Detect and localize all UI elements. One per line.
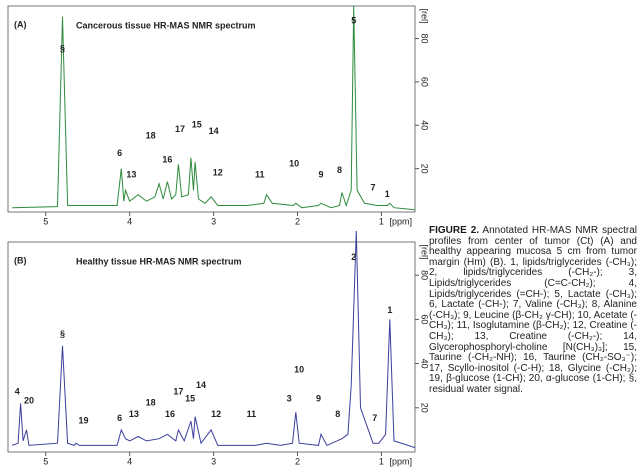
- caption-label: FIGURE 2.: [429, 225, 480, 236]
- y-tick-label: 40: [420, 359, 430, 369]
- peak-label: 16: [165, 409, 175, 419]
- peak-label: 14: [209, 126, 219, 136]
- peak-label: 3: [287, 393, 292, 403]
- peak-label: 15: [185, 393, 195, 403]
- spectrum: [12, 5, 416, 211]
- x-tick-label: 2: [295, 216, 300, 226]
- panel-title: Healthy tissue HR-MAS NMR spectrum: [76, 256, 242, 266]
- x-tick-label: 5: [43, 216, 48, 226]
- y-tick-label: 20: [420, 164, 430, 174]
- panel-title: Cancerous tissue HR-MAS NMR spectrum: [76, 20, 256, 30]
- x-tick-label: 3: [211, 456, 216, 466]
- y-tick-label: 60: [420, 77, 430, 87]
- peak-label: 10: [289, 159, 299, 169]
- x-tick-label: 1: [379, 456, 384, 466]
- y-tick-label: 80: [420, 270, 430, 280]
- x-tick-label: 1: [379, 216, 384, 226]
- y-tick-label: 40: [420, 120, 430, 130]
- x-tick-label: 3: [211, 216, 216, 226]
- peak-label: 8: [337, 165, 342, 175]
- peak-label: 18: [146, 398, 156, 408]
- peak-label: 1: [385, 189, 390, 199]
- peak-label: 2: [351, 252, 356, 262]
- panel-label: (A): [14, 19, 27, 29]
- y-tick-label: 60: [420, 314, 430, 324]
- panel-label: (B): [14, 255, 27, 265]
- peak-label: 11: [255, 170, 265, 180]
- plot-frame: [7, 5, 416, 213]
- peak-label: 12: [213, 167, 223, 177]
- peak-label: 17: [175, 124, 185, 134]
- y-axis-label: [rel]: [420, 244, 430, 259]
- peak-label: 6: [117, 148, 122, 158]
- x-tick-label: 4: [127, 456, 132, 466]
- x-tick-label: 2: [295, 456, 300, 466]
- peak-label: 1: [387, 305, 392, 315]
- peak-label: 10: [294, 365, 304, 375]
- peak-label: 6: [117, 413, 122, 423]
- y-axis-label: [rel]: [420, 8, 430, 23]
- x-axis-label: [ppm]: [389, 456, 412, 466]
- peak-label: 15: [192, 120, 202, 130]
- peak-label: 16: [162, 154, 172, 164]
- x-tick-label: 4: [127, 216, 132, 226]
- x-tick-label: 5: [43, 456, 48, 466]
- caption-text: Annotated HR-MAS NMR spectral profiles f…: [429, 225, 637, 395]
- peak-label: §: [60, 329, 65, 339]
- caption: FIGURE 2. Annotated HR-MAS NMR spectral …: [429, 225, 637, 396]
- spectrum: [12, 230, 416, 449]
- peak-label: 7: [372, 413, 377, 423]
- peak-label: 9: [316, 393, 321, 403]
- peak-label: 19: [79, 415, 89, 425]
- peak-label: 13: [126, 170, 136, 180]
- y-tick-label: 80: [420, 34, 430, 44]
- peak-label: 4: [15, 387, 20, 397]
- peak-label: 9: [319, 170, 324, 180]
- plot-frame: [7, 241, 416, 453]
- peak-label: 7: [371, 183, 376, 193]
- peak-label: 13: [129, 409, 139, 419]
- peak-label: 11: [247, 409, 257, 419]
- y-tick-label: 20: [420, 403, 430, 413]
- x-axis-label: [ppm]: [389, 216, 412, 226]
- peak-label: 18: [146, 130, 156, 140]
- peak-label: 14: [196, 380, 206, 390]
- peak-label: 20: [24, 396, 34, 406]
- peak-label: 8: [335, 409, 340, 419]
- peak-label: §: [60, 44, 65, 54]
- peak-label: 17: [173, 387, 183, 397]
- peak-label: 5: [351, 16, 356, 26]
- peak-label: 12: [211, 409, 221, 419]
